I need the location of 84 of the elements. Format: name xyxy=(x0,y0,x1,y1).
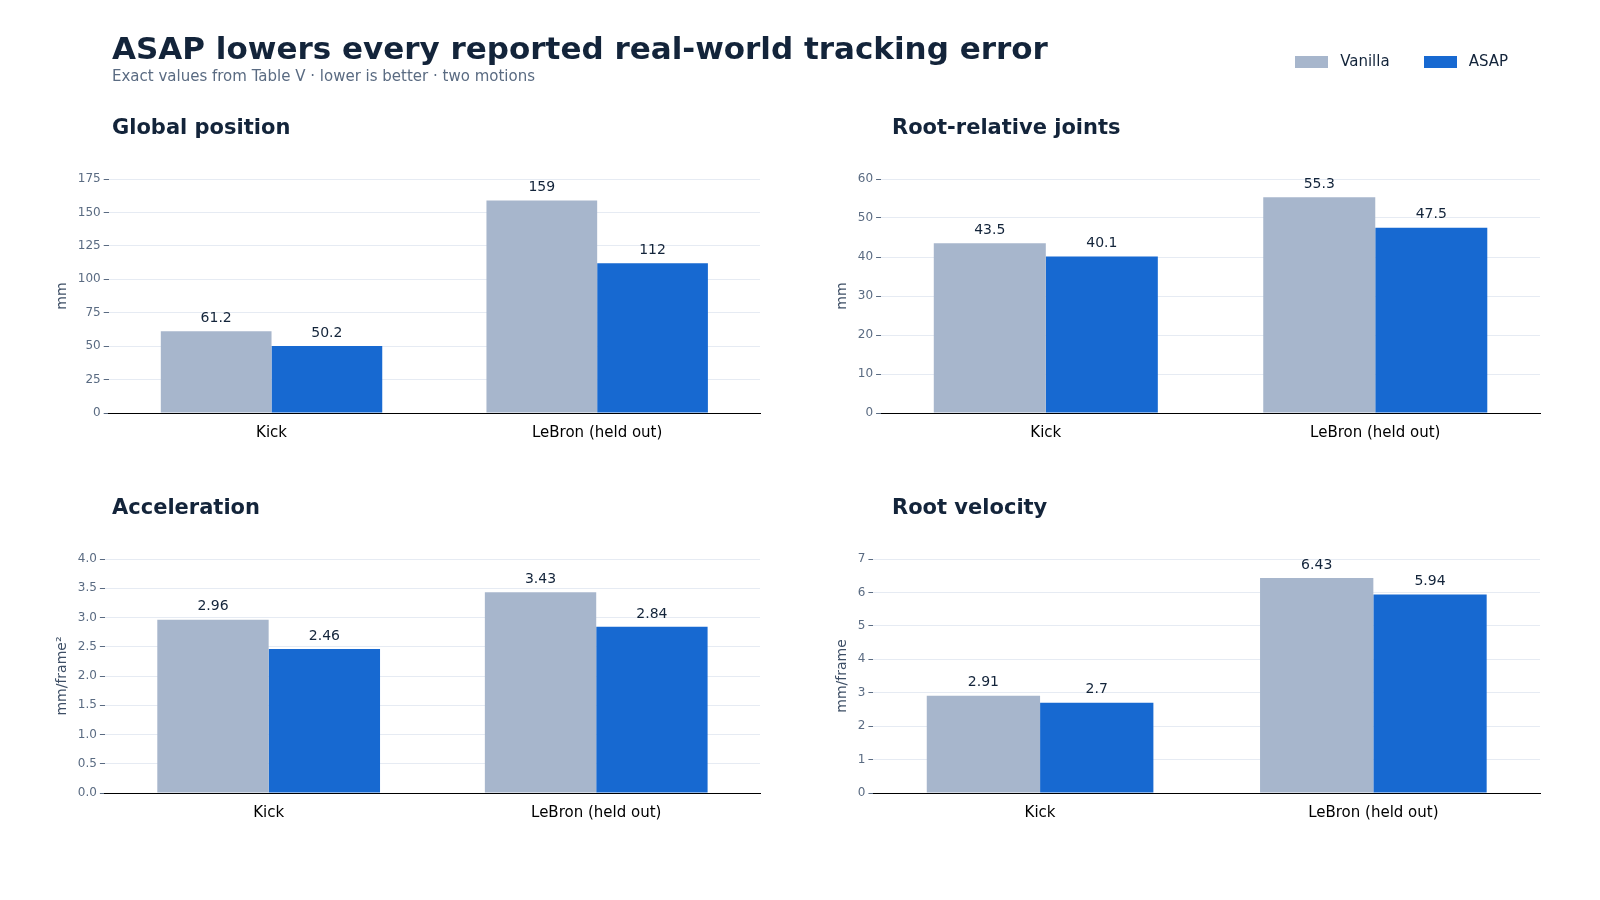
y-tick-label: 20 xyxy=(857,327,874,342)
y-tick-label: 1 xyxy=(857,751,866,766)
y-tick-label: 150 xyxy=(77,204,101,219)
x-tick-label: Kick xyxy=(1030,422,1062,441)
x-tick-label: LeBron (held out) xyxy=(1310,422,1441,441)
bar xyxy=(1375,227,1488,413)
y-tick-label: 25 xyxy=(85,371,101,386)
y-axis-title: mm/frame xyxy=(833,639,850,713)
y-tick-label: 7 xyxy=(857,551,866,566)
y-axis-title: mm xyxy=(833,282,850,310)
bar xyxy=(596,626,708,793)
y-tick-label: 6 xyxy=(857,584,866,599)
y-tick-label: 4 xyxy=(857,651,866,666)
y-tick-label: 4.0 xyxy=(77,551,97,566)
data-label: 2.84 xyxy=(636,604,668,621)
y-tick-label: 2.5 xyxy=(77,638,97,653)
y-tick-label: 2 xyxy=(857,718,866,733)
data-label: 61.2 xyxy=(200,308,232,325)
text: Root velocity xyxy=(892,495,1048,519)
y-tick-label: 60 xyxy=(857,171,874,186)
y-tick-label: 10 xyxy=(857,366,874,381)
bar xyxy=(271,345,383,413)
data-label: 3.43 xyxy=(524,569,557,586)
bar xyxy=(484,592,597,793)
x-tick-label: Kick xyxy=(1024,802,1056,821)
legend-label: ASAP xyxy=(1467,52,1508,70)
chart-subtitle: Exact values from Table V · lower is better · two motions xyxy=(112,67,535,85)
y-tick-label: 30 xyxy=(857,288,874,303)
y-axis-title: mm/frame² xyxy=(53,636,70,716)
data-label: 43.5 xyxy=(974,220,1006,237)
y-axis-title: mm xyxy=(53,282,70,310)
y-tick-label: 3.0 xyxy=(77,609,97,624)
bar xyxy=(1040,702,1154,793)
y-tick-label: 125 xyxy=(77,237,101,252)
data-label: 6.43 xyxy=(1301,555,1333,572)
data-label: 2.7 xyxy=(1085,680,1108,697)
data-label: 55.3 xyxy=(1303,174,1335,191)
y-tick-label: 2.0 xyxy=(77,668,97,683)
y-tick-label: 1.0 xyxy=(77,726,97,741)
x-tick-label: LeBron (held out) xyxy=(531,422,663,441)
y-tick-label: 50 xyxy=(85,338,101,353)
x-tick-label: Kick xyxy=(253,802,285,821)
y-tick-label: 0 xyxy=(865,405,874,420)
x-tick-label: Kick xyxy=(256,422,288,441)
legend-label: Vanilla xyxy=(1339,52,1390,70)
bar xyxy=(1263,197,1376,413)
y-tick-label: 0.5 xyxy=(77,755,97,770)
data-label: 2.46 xyxy=(308,626,341,643)
y-tick-label: 5 xyxy=(857,617,866,632)
data-label: 47.5 xyxy=(1415,205,1447,222)
y-tick-label: 75 xyxy=(85,304,101,319)
bar xyxy=(933,243,1046,413)
y-tick-label: 3 xyxy=(857,684,866,699)
y-tick-label: 0 xyxy=(857,785,866,800)
data-label: 5.94 xyxy=(1414,572,1446,589)
bar xyxy=(268,649,381,793)
bar xyxy=(926,695,1041,793)
bar xyxy=(1045,256,1158,413)
data-label: 50.2 xyxy=(311,323,343,340)
data-label: 112 xyxy=(639,240,666,257)
x-tick-label: LeBron (held out) xyxy=(1308,802,1439,821)
data-label: 2.91 xyxy=(967,673,999,690)
y-tick-label: 40 xyxy=(857,249,874,264)
text: Global position xyxy=(112,115,291,139)
bar xyxy=(1260,578,1374,793)
y-tick-label: 0.0 xyxy=(77,785,97,800)
y-tick-label: 0 xyxy=(93,405,101,420)
text: Acceleration xyxy=(112,495,260,519)
bar xyxy=(597,263,708,413)
bar xyxy=(160,331,272,413)
bar xyxy=(157,619,269,793)
data-label: 40.1 xyxy=(1086,234,1118,251)
y-tick-label: 100 xyxy=(77,271,101,286)
y-tick-label: 50 xyxy=(857,210,874,225)
text: Root-relative joints xyxy=(892,115,1121,139)
bar xyxy=(486,200,598,413)
data-label: 2.96 xyxy=(197,597,229,614)
x-tick-label: LeBron (held out) xyxy=(531,802,662,821)
y-tick-label: 3.5 xyxy=(77,580,97,595)
y-tick-label: 175 xyxy=(77,171,101,186)
y-tick-label: 1.5 xyxy=(77,697,97,712)
bar xyxy=(1373,594,1487,793)
chart-title: ASAP lowers every reported real-world tracking error xyxy=(112,30,1048,66)
data-label: 159 xyxy=(528,178,556,195)
